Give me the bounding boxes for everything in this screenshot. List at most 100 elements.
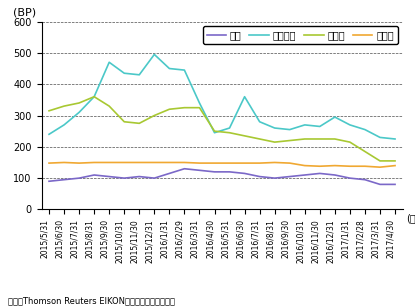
Legend: 中国, ブラジル, ロシア, インド: 中国, ブラジル, ロシア, インド — [203, 26, 398, 44]
中国 — [77, 176, 82, 180]
ブラジル — [212, 131, 217, 135]
ブラジル — [272, 126, 277, 130]
中国 — [61, 178, 66, 181]
インド — [107, 161, 112, 164]
Line: 中国: 中国 — [49, 169, 395, 184]
インド — [378, 165, 383, 169]
インド — [362, 164, 367, 168]
ロシア — [257, 137, 262, 141]
中国 — [92, 173, 97, 177]
中国 — [197, 168, 202, 172]
インド — [272, 161, 277, 164]
ブラジル — [61, 123, 66, 127]
ブラジル — [393, 137, 398, 141]
Text: (年月): (年月) — [406, 213, 415, 223]
ブラジル — [257, 120, 262, 124]
ブラジル — [362, 128, 367, 132]
中国 — [378, 183, 383, 186]
ロシア — [212, 129, 217, 133]
中国 — [332, 173, 337, 177]
ブラジル — [332, 115, 337, 119]
ロシア — [137, 121, 142, 125]
インド — [242, 161, 247, 165]
ブラジル — [242, 95, 247, 99]
ブラジル — [137, 73, 142, 77]
中国 — [362, 178, 367, 181]
ロシア — [332, 137, 337, 141]
中国 — [167, 172, 172, 175]
インド — [137, 161, 142, 164]
中国 — [257, 175, 262, 178]
インド — [393, 164, 398, 168]
中国 — [46, 179, 51, 183]
ブラジル — [378, 136, 383, 139]
中国 — [212, 170, 217, 174]
ブラジル — [122, 71, 127, 75]
インド — [152, 161, 157, 164]
ブラジル — [46, 132, 51, 136]
中国 — [122, 176, 127, 180]
ロシア — [92, 95, 97, 99]
インド — [287, 161, 292, 165]
中国 — [227, 170, 232, 174]
中国 — [272, 176, 277, 180]
ロシア — [227, 131, 232, 135]
中国 — [242, 172, 247, 175]
インド — [122, 161, 127, 164]
Line: ロシア: ロシア — [49, 97, 395, 161]
インド — [347, 164, 352, 168]
ロシア — [272, 140, 277, 144]
ロシア — [61, 104, 66, 108]
インド — [182, 161, 187, 164]
ロシア — [77, 101, 82, 105]
ブラジル — [182, 68, 187, 72]
ロシア — [197, 106, 202, 110]
ブラジル — [302, 123, 307, 127]
インド — [92, 161, 97, 164]
ロシア — [393, 159, 398, 163]
中国 — [137, 175, 142, 178]
ブラジル — [77, 111, 82, 114]
ロシア — [182, 106, 187, 110]
中国 — [317, 172, 322, 175]
ロシア — [362, 150, 367, 153]
インド — [197, 161, 202, 165]
ロシア — [242, 134, 247, 138]
インド — [317, 164, 322, 168]
ロシア — [107, 104, 112, 108]
ロシア — [317, 137, 322, 141]
ロシア — [378, 159, 383, 163]
中国 — [287, 175, 292, 178]
ロシア — [46, 109, 51, 113]
ブラジル — [167, 67, 172, 71]
インド — [302, 164, 307, 168]
インド — [167, 161, 172, 164]
Line: ブラジル: ブラジル — [49, 55, 395, 139]
ロシア — [152, 114, 157, 117]
ブラジル — [347, 123, 352, 127]
中国 — [302, 173, 307, 177]
ブラジル — [227, 126, 232, 130]
Text: (BP): (BP) — [12, 8, 36, 18]
中国 — [182, 167, 187, 171]
ブラジル — [152, 53, 157, 56]
インド — [46, 161, 51, 165]
インド — [212, 161, 217, 165]
Text: 資料：Thomson Reuters EIKONから経済産業省作成。: 資料：Thomson Reuters EIKONから経済産業省作成。 — [8, 296, 175, 305]
ロシア — [287, 139, 292, 142]
中国 — [152, 176, 157, 180]
ブラジル — [317, 125, 322, 128]
ロシア — [347, 140, 352, 144]
インド — [332, 164, 337, 168]
ブラジル — [107, 60, 112, 64]
インド — [61, 161, 66, 164]
Line: インド: インド — [49, 163, 395, 167]
ロシア — [302, 137, 307, 141]
ブラジル — [287, 128, 292, 132]
インド — [257, 161, 262, 165]
インド — [227, 161, 232, 165]
中国 — [347, 176, 352, 180]
ブラジル — [92, 95, 97, 99]
ロシア — [122, 120, 127, 124]
インド — [77, 161, 82, 165]
